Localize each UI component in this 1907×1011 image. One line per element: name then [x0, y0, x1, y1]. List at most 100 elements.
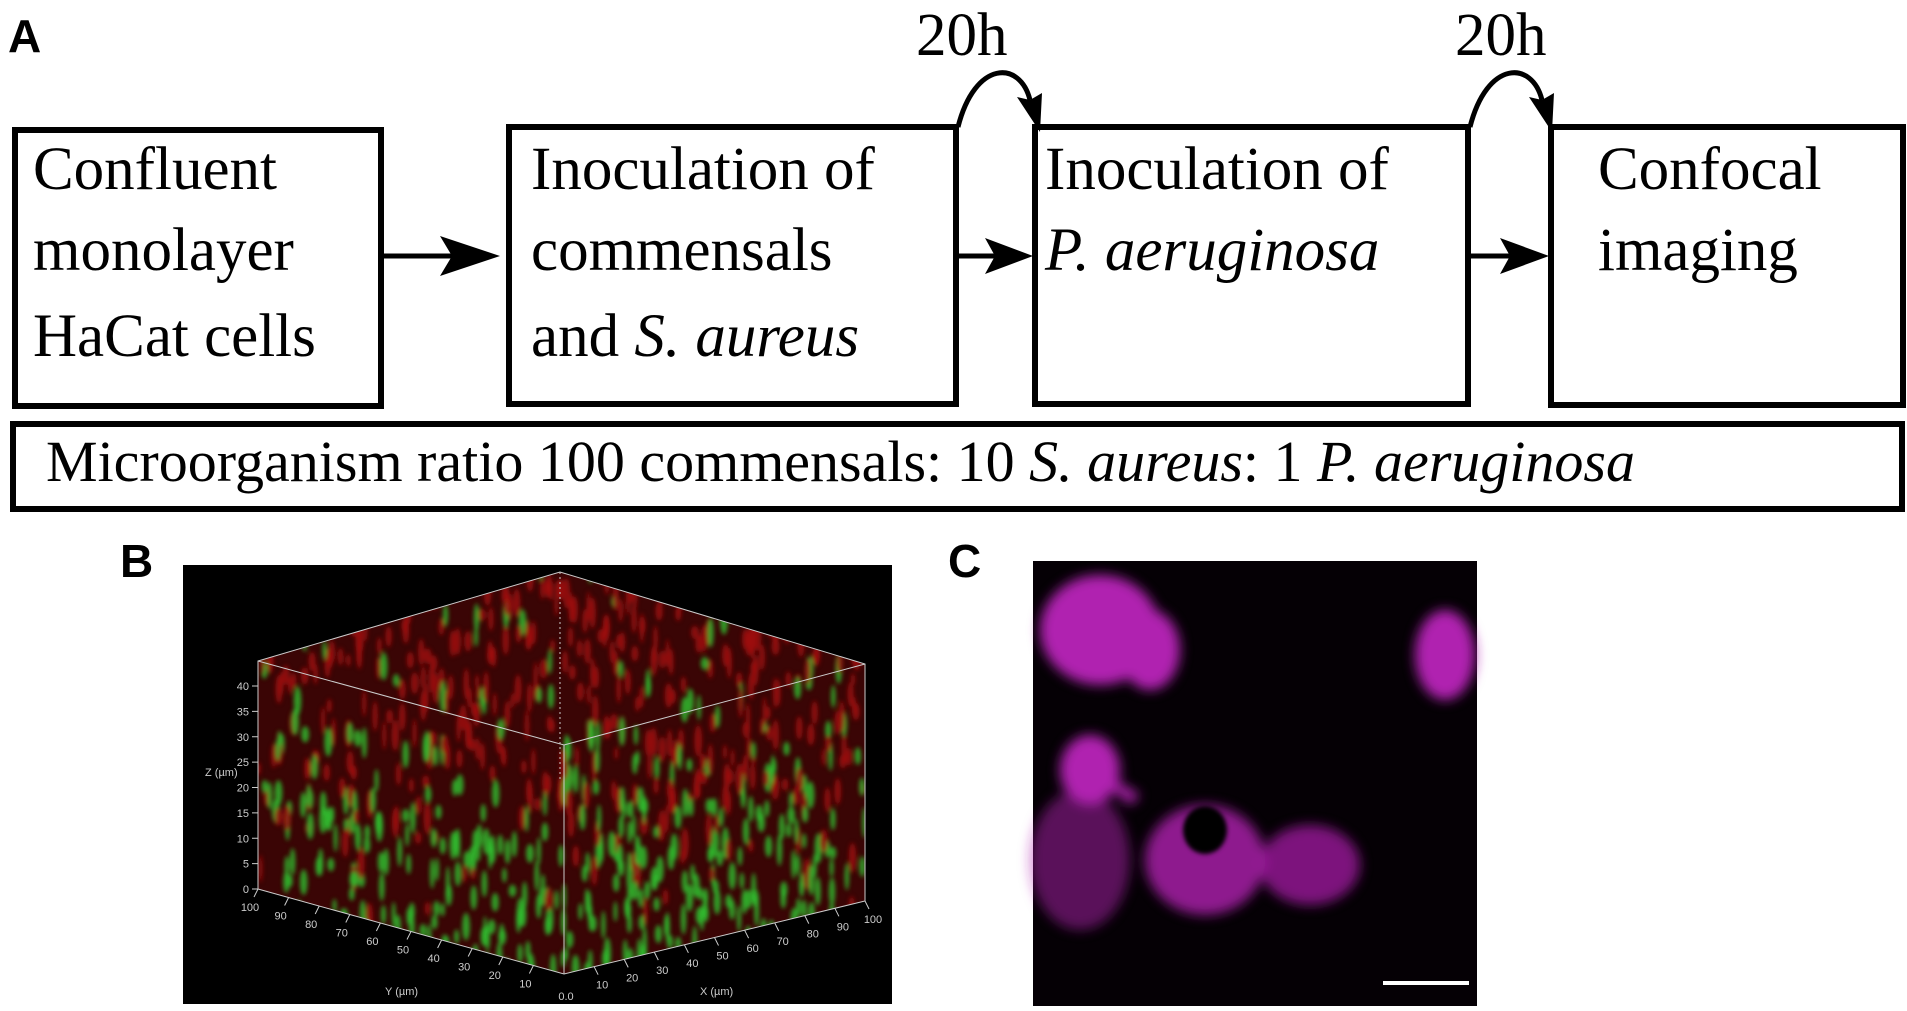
text-run: Confocal — [1598, 136, 1822, 203]
speckle — [716, 850, 724, 867]
speckle — [557, 780, 564, 812]
speckle — [481, 870, 488, 898]
panel-label: C — [948, 535, 981, 587]
speckle — [282, 665, 290, 685]
speckle — [674, 805, 682, 829]
speckle — [707, 847, 713, 863]
y-tick-label: 100 — [241, 902, 259, 914]
speckle — [705, 798, 713, 814]
speckle — [521, 881, 528, 909]
speckle — [544, 578, 551, 598]
speckle — [764, 835, 773, 858]
speckle — [514, 674, 522, 704]
speckle — [547, 649, 553, 674]
speckle — [632, 783, 638, 806]
speckle — [492, 692, 497, 716]
tick-mark — [774, 922, 780, 932]
text-run: Confluent — [33, 136, 277, 203]
speckle — [451, 779, 458, 797]
speckle — [299, 869, 308, 896]
speckle — [589, 597, 596, 629]
speckle — [845, 747, 853, 766]
speckle — [402, 808, 410, 823]
speckle — [752, 654, 759, 686]
speckle — [859, 777, 865, 797]
speckle — [619, 631, 626, 653]
x-tick-label: 20 — [626, 972, 638, 984]
speckle — [609, 640, 615, 663]
speckle — [668, 648, 674, 676]
speckle — [801, 899, 807, 919]
speckle — [549, 719, 555, 733]
speckle — [306, 812, 314, 840]
speckle — [406, 853, 412, 875]
speckle — [791, 849, 796, 879]
speckle — [504, 700, 511, 728]
speckle — [576, 682, 584, 702]
speckle — [376, 637, 382, 655]
y-tick-label: 70 — [336, 928, 348, 940]
speckle — [650, 866, 659, 891]
speckle — [828, 877, 836, 906]
speckle — [658, 650, 667, 669]
speckle — [765, 706, 771, 720]
speckle — [740, 788, 746, 809]
text-run: commensals — [531, 217, 833, 284]
speckle — [410, 672, 419, 695]
speckle — [653, 825, 659, 839]
speckle — [560, 908, 567, 936]
speckle — [688, 798, 694, 817]
speckle — [456, 774, 464, 796]
speckle — [834, 710, 841, 735]
speckle — [778, 813, 785, 840]
speckle — [736, 905, 742, 933]
speckle — [751, 741, 756, 759]
speckle — [788, 792, 794, 809]
speckle — [737, 846, 743, 866]
speckle — [499, 923, 505, 941]
speckle — [375, 811, 384, 842]
speckle — [762, 696, 767, 727]
speckle — [261, 779, 268, 793]
speckle — [654, 925, 662, 944]
speckle — [653, 777, 659, 795]
speckle — [617, 660, 624, 678]
ratio-box — [10, 421, 1905, 512]
speckle — [586, 591, 591, 622]
x-tick-label: 90 — [837, 921, 849, 933]
text-run: S. aureus — [634, 303, 859, 370]
speckle — [453, 829, 460, 856]
speckle — [420, 689, 427, 722]
speckle — [795, 767, 804, 792]
speckle — [639, 686, 644, 709]
speckle — [398, 702, 406, 732]
speckle — [370, 787, 376, 813]
speckle — [632, 753, 638, 775]
speckle — [491, 779, 500, 808]
speckle — [439, 837, 446, 855]
speckle — [524, 709, 530, 742]
speckle — [445, 884, 453, 906]
speckle — [631, 814, 636, 839]
speckle — [572, 764, 579, 794]
speckle — [454, 627, 461, 656]
y-tick-label: 10 — [519, 979, 531, 991]
speckle — [624, 897, 631, 917]
speckle — [275, 739, 281, 761]
speckle — [534, 860, 540, 892]
speckle — [634, 696, 640, 712]
interval-label: 20h — [916, 2, 1008, 69]
speckle — [806, 781, 815, 809]
speckle — [464, 631, 472, 652]
speckle — [488, 838, 493, 870]
speckle — [533, 661, 538, 692]
speckle — [536, 837, 541, 865]
speckle — [616, 844, 624, 870]
arrows — [381, 70, 1554, 276]
speckle — [435, 857, 440, 882]
speckle — [694, 724, 703, 757]
speckle — [601, 910, 606, 939]
speckle — [686, 688, 694, 714]
speckle — [708, 867, 715, 881]
z-tick-label: 0 — [243, 884, 249, 896]
